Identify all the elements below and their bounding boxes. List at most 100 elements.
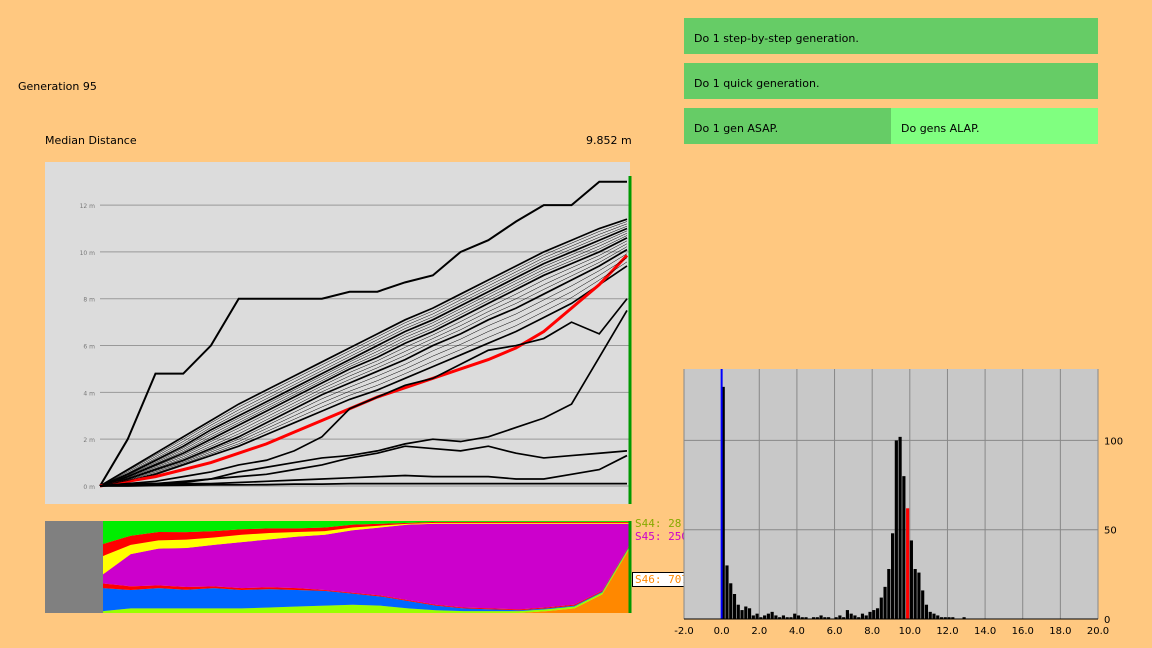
- percentile-line-chart: 0 m 2 m 4 m 6 m 8 m 10 m 12 m: [45, 162, 632, 504]
- histogram-bar: [781, 615, 786, 619]
- y-tick-label: 0 m: [83, 484, 95, 491]
- stat-value: 9.852 m: [586, 134, 632, 147]
- y-tick-label: 6 m: [83, 344, 95, 351]
- histogram-bar: [740, 610, 744, 619]
- histogram-bar: [887, 569, 891, 619]
- histogram-bar: [939, 617, 944, 619]
- histogram-bar: [819, 615, 823, 619]
- percentile-line-thin: [99, 225, 628, 487]
- median-bin: [906, 508, 910, 619]
- percentile-line-thin: [99, 253, 628, 487]
- x-tick-label: 12.0: [936, 626, 958, 637]
- y-tick-label: 12 m: [80, 203, 96, 210]
- species-band: [103, 544, 630, 612]
- histogram-bar: [751, 615, 755, 619]
- histogram-bar: [770, 611, 774, 619]
- x-tick-label: -2.0: [674, 626, 694, 637]
- histogram-bar: [804, 617, 808, 619]
- species-label-s44: S44: 28: [635, 517, 682, 530]
- histogram-bar: [902, 476, 906, 619]
- histogram-bar: [823, 617, 827, 619]
- histogram-bar: [898, 436, 902, 619]
- y-tick-label: 10 m: [80, 250, 96, 257]
- generation-label: Generation 95: [18, 80, 97, 93]
- x-tick-label: 10.0: [899, 626, 921, 637]
- x-tick-label: 4.0: [789, 626, 805, 637]
- histogram-bar: [951, 617, 955, 619]
- percentile-line-thin: [99, 240, 628, 487]
- x-tick-label: 2.0: [751, 626, 767, 637]
- histogram-bar: [811, 617, 816, 619]
- histogram-bar: [845, 610, 849, 619]
- histogram-bar: [872, 610, 876, 619]
- x-tick-label: 8.0: [864, 626, 880, 637]
- histogram-bar: [789, 617, 793, 619]
- histogram-bar: [763, 615, 767, 619]
- histogram-bar: [917, 572, 921, 619]
- histogram-bar: [778, 617, 782, 619]
- y-tick-label: 4 m: [83, 390, 95, 397]
- percentile-line: [99, 227, 628, 487]
- histogram-bar: [883, 586, 887, 619]
- histogram-bar: [924, 604, 929, 619]
- species-band: [103, 545, 630, 613]
- percentile-line-thin: [99, 235, 628, 487]
- species-area-chart: [45, 521, 632, 613]
- histogram-bar: [894, 440, 898, 619]
- x-tick-label: 14.0: [974, 626, 996, 637]
- histogram-bar: [736, 604, 740, 619]
- histogram-bar: [827, 617, 831, 619]
- species-label-s45: S45: 250: [635, 530, 688, 543]
- species-band: [103, 523, 630, 610]
- x-tick-label: 20.0: [1087, 626, 1109, 637]
- percentile-line-thin: [99, 221, 628, 487]
- histogram-bar: [800, 617, 804, 619]
- y-tick-label: 50: [1104, 526, 1117, 537]
- distance-histogram: -2.0 0.0 2.0 4.0 6.0 8.0 10.0 12.0 14.0 16.0 18.0 2…: [674, 369, 1123, 637]
- percentile-line: [99, 218, 628, 487]
- histogram-bar: [842, 617, 846, 619]
- histogram-bar: [891, 533, 895, 619]
- histogram-bar: [725, 565, 729, 619]
- histogram-bar: [868, 611, 872, 619]
- histogram-bar: [815, 617, 819, 619]
- step-by-step-generation-button[interactable]: Do 1 step-by-step generation.: [684, 18, 1098, 54]
- percentile-line: [99, 310, 628, 487]
- histogram-bar: [947, 617, 951, 619]
- x-tick-label: 18.0: [1049, 626, 1071, 637]
- species-band: [103, 521, 630, 556]
- histogram-bar: [928, 611, 932, 619]
- x-tick-label: 16.0: [1012, 626, 1034, 637]
- histogram-bar: [875, 608, 880, 619]
- histogram-bar: [909, 540, 913, 619]
- y-tick-label: 100: [1104, 436, 1123, 447]
- histogram-bar: [860, 613, 865, 619]
- histogram-bar: [879, 597, 883, 619]
- percentile-line-thin: [99, 223, 628, 487]
- histogram-bar: [838, 615, 842, 619]
- histogram-bar: [864, 615, 868, 619]
- y-tick-label: 8 m: [83, 297, 95, 304]
- gen-asap-button[interactable]: Do 1 gen ASAP.: [684, 108, 891, 144]
- histogram-bar: [747, 608, 752, 619]
- histogram-bar: [774, 615, 778, 619]
- histogram-bar: [785, 617, 789, 619]
- histogram-bar: [759, 617, 763, 619]
- line-chart-background: [45, 162, 630, 504]
- percentile-line: [99, 237, 628, 487]
- quick-generation-button[interactable]: Do 1 quick generation.: [684, 63, 1098, 99]
- percentile-line: [100, 482, 627, 487]
- species-band: [103, 522, 630, 575]
- percentile-line: [99, 454, 628, 487]
- histogram-bar: [913, 569, 917, 619]
- area-chart-empty-region: [45, 521, 105, 613]
- histogram-bar: [721, 386, 725, 619]
- histogram-bar: [932, 613, 936, 619]
- percentile-line-thin: [99, 246, 628, 487]
- histogram-bar: [793, 613, 797, 619]
- histogram-bar: [766, 613, 770, 619]
- gens-alap-button[interactable]: Do gens ALAP.: [891, 108, 1098, 144]
- percentile-line: [99, 298, 628, 487]
- histogram-bar: [729, 583, 733, 619]
- percentile-line-thin: [99, 232, 628, 487]
